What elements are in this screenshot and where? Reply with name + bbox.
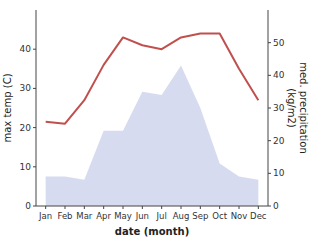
x-tick-label: May [114, 211, 132, 221]
x-tick [45, 206, 46, 209]
precip-area [46, 66, 259, 206]
x-axis-label: date (month) [115, 226, 189, 237]
x-tick [103, 206, 104, 209]
y2-tick-label: 0 [273, 201, 279, 211]
chart: 0 10 20 30 40 0 10 20 30 40 50 Jan Feb MarAprMayJun Ju… [0, 0, 318, 242]
y2-axis-label: med. precipitation(kg/m2) [286, 62, 309, 154]
y-tick [33, 88, 36, 89]
x-axis-line [36, 206, 268, 207]
y2-tick-label: 20 [273, 136, 285, 146]
y-tick [33, 49, 36, 50]
x-tick [219, 206, 220, 209]
x-tick [239, 206, 240, 209]
x-tick [200, 206, 201, 209]
x-tick-label: Oct [212, 211, 227, 221]
y2-tick [268, 173, 271, 174]
x-tick-label: Jun [135, 211, 149, 221]
y2-tick-label: 30 [273, 103, 285, 113]
x-tick [65, 206, 66, 209]
x-tick [161, 206, 162, 209]
y2-tick-label: 10 [273, 168, 285, 178]
x-tick-label: Feb [57, 211, 72, 221]
x-tick-label: Mar [76, 211, 93, 221]
x-tick-label: Dec [250, 211, 267, 221]
y2-tick [268, 206, 271, 207]
y2-tick [268, 75, 271, 76]
y2-tick [268, 42, 271, 43]
y-tick-label: 40 [20, 44, 32, 54]
y2-axis-label-line: med. precipitation [298, 62, 309, 154]
y-tick [33, 206, 36, 207]
x-tick-label: Aug [173, 211, 190, 221]
plot-area [46, 34, 259, 206]
y2-axis-label-line: (kg/m2) [286, 88, 297, 128]
y2-tick [268, 108, 271, 109]
x-tick [123, 206, 124, 209]
y2-tick [268, 140, 271, 141]
x-tick [258, 206, 259, 209]
y2-tick-label: 50 [273, 38, 285, 48]
y-tick-label: 20 [20, 123, 32, 133]
x-tick-label: Apr [96, 211, 111, 221]
x-tick-label: Nov [231, 211, 248, 221]
y-tick-label: 0 [25, 201, 31, 211]
x-tick [84, 206, 85, 209]
temp-line [46, 34, 259, 124]
y-axis-line [36, 10, 37, 206]
y-tick-label: 10 [20, 162, 32, 172]
x-tick-label: Jan [38, 211, 52, 221]
y-tick [33, 127, 36, 128]
x-tick [181, 206, 182, 209]
x-tick [142, 206, 143, 209]
y2-tick-label: 40 [273, 70, 285, 80]
y-axis-label: max temp (C) [2, 73, 13, 142]
y-tick [33, 166, 36, 167]
x-tick-label: Sep [192, 211, 208, 221]
x-tick-label: Jul [156, 211, 167, 221]
y-tick-label: 30 [20, 83, 32, 93]
